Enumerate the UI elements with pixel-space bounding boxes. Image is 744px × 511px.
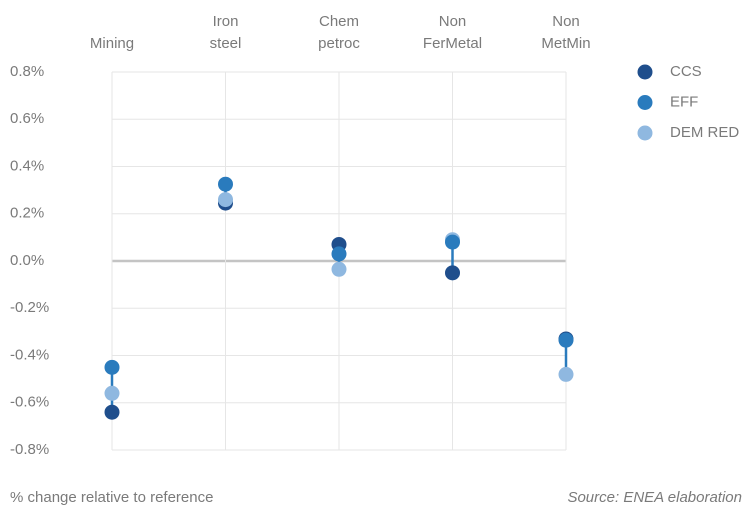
y-tick-label: 0.6% [10, 110, 44, 127]
y-tick-label: 0.2% [10, 205, 44, 222]
x-tick-label: FerMetal [423, 35, 482, 52]
x-tick-label: Mining [90, 35, 134, 52]
y-tick-label: -0.2% [10, 299, 49, 316]
legend-marker [637, 64, 653, 80]
dot [558, 366, 574, 382]
x-tick-label: Non [439, 13, 467, 30]
legend-label: CCS [670, 63, 702, 80]
dot [558, 332, 574, 348]
y-tick-label: -0.6% [10, 394, 49, 411]
dot [104, 385, 120, 401]
dot [104, 359, 120, 375]
legend-label: DEM RED [670, 124, 739, 141]
x-tick-label: Chem [319, 13, 359, 30]
dot [445, 265, 460, 281]
x-tick-label: Iron [213, 13, 239, 30]
x-tick-label: petroc [318, 35, 360, 52]
x-tick-label: MetMin [541, 35, 590, 52]
axis-label: % change relative to reference [10, 489, 213, 506]
dot [104, 404, 120, 420]
dot [445, 234, 460, 250]
y-tick-label: 0.8% [10, 63, 44, 80]
y-tick-label: -0.4% [10, 346, 49, 363]
y-tick-label: -0.8% [10, 441, 49, 458]
dot [331, 246, 347, 262]
x-tick-label: Non [552, 13, 580, 30]
legend-label: EFF [670, 93, 698, 110]
dot [218, 176, 233, 192]
legend-marker [637, 125, 653, 141]
dot [218, 192, 233, 208]
x-tick-label: steel [210, 35, 242, 52]
legend-marker [637, 95, 653, 110]
y-tick-label: 0.4% [10, 157, 44, 174]
dot [331, 261, 347, 277]
y-tick-label: 0.0% [10, 252, 44, 269]
source: Source: ENEA elaboration [567, 489, 742, 506]
